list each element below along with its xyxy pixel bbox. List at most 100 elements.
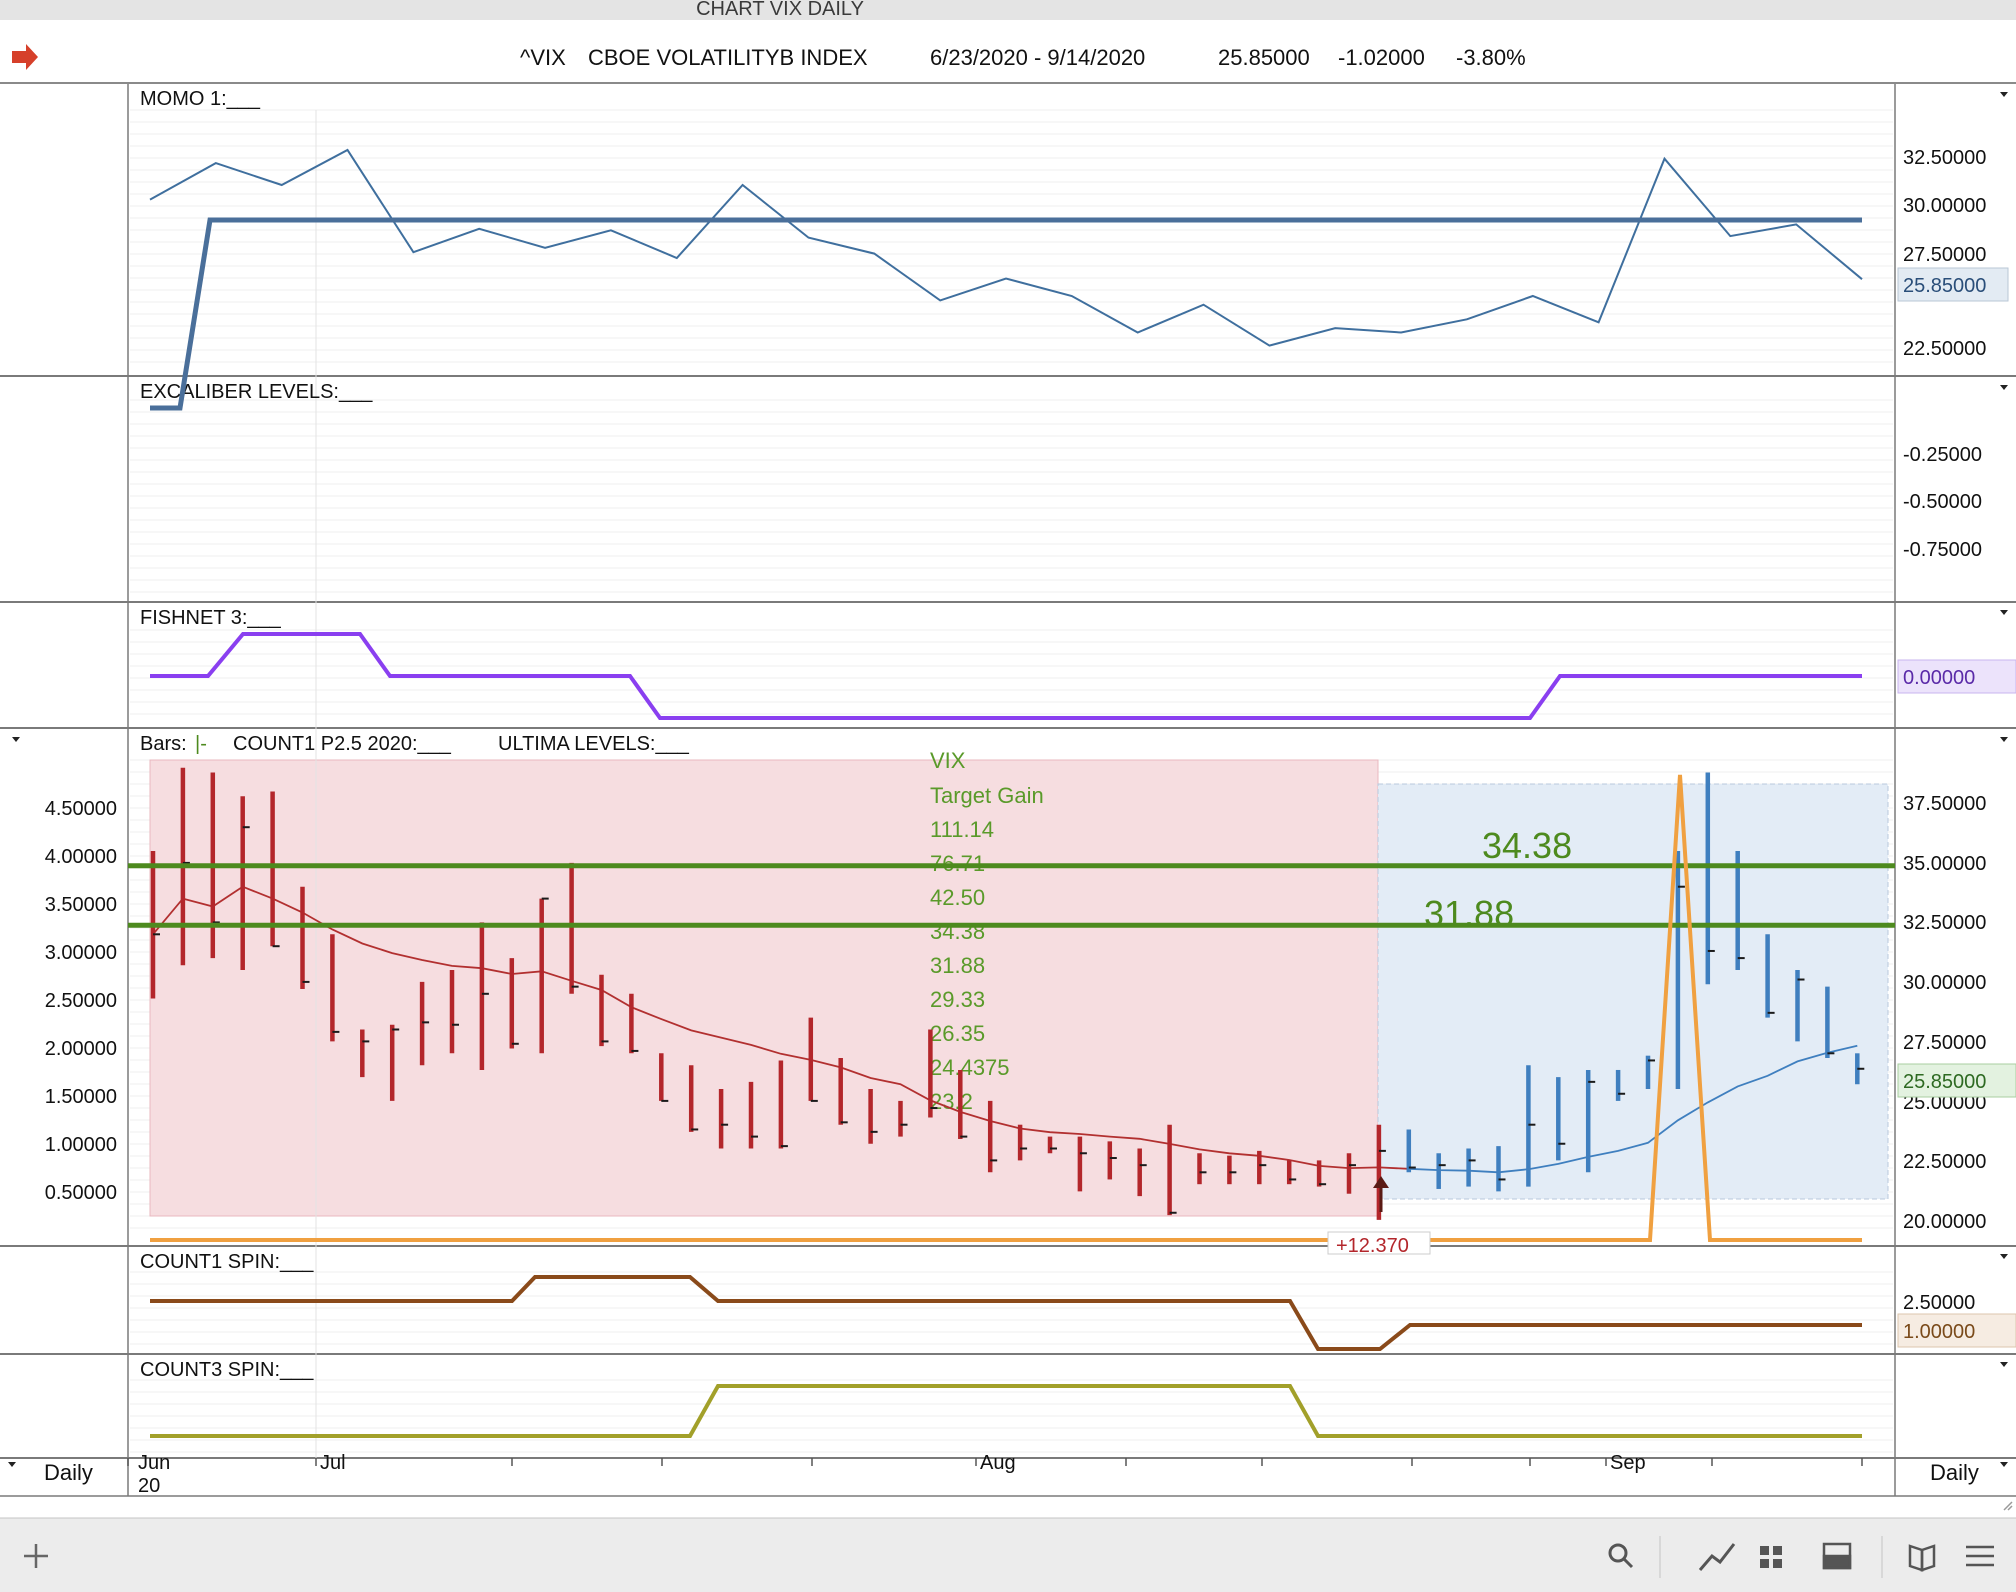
main-right-axis: 37.50000 35.00000 32.50000 30.00000 27.5… (1903, 793, 1986, 1233)
period-selector-left[interactable]: Daily (44, 1460, 93, 1485)
momo-tick: 27.50000 (1903, 244, 1986, 266)
plus-icon[interactable] (24, 1544, 48, 1568)
left-tick: 1.00000 (45, 1134, 117, 1156)
level-label-lower: 31.88 (1424, 893, 1514, 934)
momo-tick: 32.50000 (1903, 147, 1986, 169)
target-value: 31.88 (930, 953, 985, 978)
gain-marker-box (1327, 1231, 1431, 1255)
main-left-axis: 4.50000 4.00000 3.50000 3.00000 2.50000 … (45, 798, 117, 1204)
left-tick: 2.00000 (45, 1038, 117, 1060)
price-change-pct: -3.80% (1456, 45, 1526, 70)
chevron-down-icon (2000, 737, 2008, 742)
panel-separators (0, 375, 2016, 1459)
excaliber-tick: -0.25000 (1903, 444, 1982, 466)
header-bar (0, 20, 2016, 82)
arrow-right-icon[interactable] (12, 44, 38, 70)
price-bars (150, 767, 1865, 1220)
period-selector-right[interactable]: Daily (1930, 1460, 1979, 1485)
year-label: 20 (138, 1475, 160, 1497)
target-title: VIX (930, 748, 966, 773)
fishnet-panel-label: FISHNET 3:___ (140, 607, 282, 629)
left-tick: 1.50000 (45, 1086, 117, 1108)
last-price: 25.85000 (1218, 45, 1310, 70)
right-tick: 30.00000 (1903, 972, 1986, 994)
symbol-label: ^VIX (520, 45, 566, 70)
month-label: Sep (1610, 1452, 1646, 1474)
momo-panel-label: MOMO 1:___ (140, 88, 261, 110)
draw-line-icon[interactable] (1698, 1543, 1736, 1571)
left-tick: 4.00000 (45, 846, 117, 868)
panel-menu-icons[interactable] (8, 92, 2008, 1467)
arrow-up-icon (1373, 1176, 1389, 1212)
target-subtitle: Target Gain (930, 783, 1044, 808)
symbol-name: CBOE VOLATILITYB INDEX (588, 45, 868, 70)
momo-value-badge (1897, 267, 2009, 302)
target-value: 34.38 (930, 919, 985, 944)
average-line-blue (1408, 1044, 1858, 1174)
target-value: 111.14 (930, 817, 994, 842)
count3-spin-line (150, 1384, 1862, 1438)
chevron-down-icon (2000, 1362, 2008, 1367)
ultima-label: ULTIMA LEVELS:___ (498, 733, 690, 755)
month-label: Jul (320, 1452, 346, 1474)
momo-tick: 22.50000 (1903, 338, 1986, 360)
level-label-upper: 34.38 (1482, 825, 1572, 866)
resize-grip-icon[interactable] (2003, 1501, 2013, 1511)
chevron-down-icon (8, 1462, 16, 1467)
momo-current-value: 25.85000 (1903, 275, 1986, 297)
count1-spin-tick: 2.50000 (1903, 1292, 1975, 1314)
month-label: Aug (980, 1452, 1016, 1474)
target-value: 42.50 (930, 885, 985, 910)
grid-icon[interactable] (1760, 1546, 1782, 1568)
count1-label: COUNT1 P2.5 2020:___ (233, 733, 452, 755)
chevron-down-icon (2000, 385, 2008, 390)
average-line-red (152, 885, 1409, 1170)
date-range: 6/23/2020 - 9/14/2020 (930, 45, 1145, 70)
search-icon[interactable] (1608, 1543, 1634, 1569)
panel-icon[interactable] (1822, 1542, 1852, 1570)
target-value: 29.33 (930, 987, 985, 1012)
month-label: Jun (138, 1452, 170, 1474)
excaliber-tick: -0.50000 (1903, 491, 1982, 513)
left-tick: 2.50000 (45, 990, 117, 1012)
right-tick: 27.50000 (1903, 1032, 1986, 1054)
left-tick: 3.00000 (45, 942, 117, 964)
count1-spin-current-value: 1.00000 (1903, 1321, 1975, 1343)
book-icon[interactable] (1908, 1544, 1936, 1572)
left-tick: 4.50000 (45, 798, 117, 820)
target-gain-list: VIX Target Gain 111.14 76.71 42.50 34.38… (930, 748, 1044, 1114)
fishnet-value-badge (1897, 659, 2016, 694)
target-value: 24.4375 (930, 1055, 1010, 1080)
x-axis-ticks (127, 1458, 1863, 1466)
gain-marker-text: +12.370 (1336, 1235, 1409, 1257)
bottom-toolbar (0, 1518, 2016, 1592)
momo-series-line (149, 148, 1863, 347)
right-tick: 35.00000 (1903, 853, 1986, 875)
right-tick: 20.00000 (1903, 1211, 1986, 1233)
right-tick: 22.50000 (1903, 1151, 1986, 1173)
level-lines (128, 863, 1895, 928)
bars-style-label: |- (195, 733, 207, 755)
momo-tick: 30.00000 (1903, 195, 1986, 217)
right-tick: 32.50000 (1903, 912, 1986, 934)
main-current-value: 25.85000 (1903, 1071, 1986, 1093)
right-tick: 37.50000 (1903, 793, 1986, 815)
ultima-levels-line (150, 774, 1862, 1242)
excaliber-tick: -0.75000 (1903, 539, 1982, 561)
price-change: -1.02000 (1338, 45, 1425, 70)
count1-spin-label: COUNT1 SPIN:___ (140, 1251, 314, 1273)
x-axis-labels: Jun Jul Aug Sep 20 (138, 1452, 1646, 1497)
left-tick: 3.50000 (45, 894, 117, 916)
main-value-badge (1897, 1063, 2016, 1098)
count1-spin-value-badge (1897, 1313, 2016, 1348)
excaliber-axis: -0.25000 -0.50000 -0.75000 (1903, 444, 1982, 561)
projection-zone (1377, 783, 1889, 1200)
fishnet-series-line (150, 632, 1862, 720)
left-tick: 0.50000 (45, 1182, 117, 1204)
excaliber-panel-label: EXCALIBER LEVELS:___ (140, 381, 373, 403)
fishnet-current-value: 0.00000 (1903, 667, 1975, 689)
menu-icon[interactable] (1966, 1545, 1994, 1567)
target-value: 26.35 (930, 1021, 985, 1046)
title-bar (0, 0, 2016, 20)
